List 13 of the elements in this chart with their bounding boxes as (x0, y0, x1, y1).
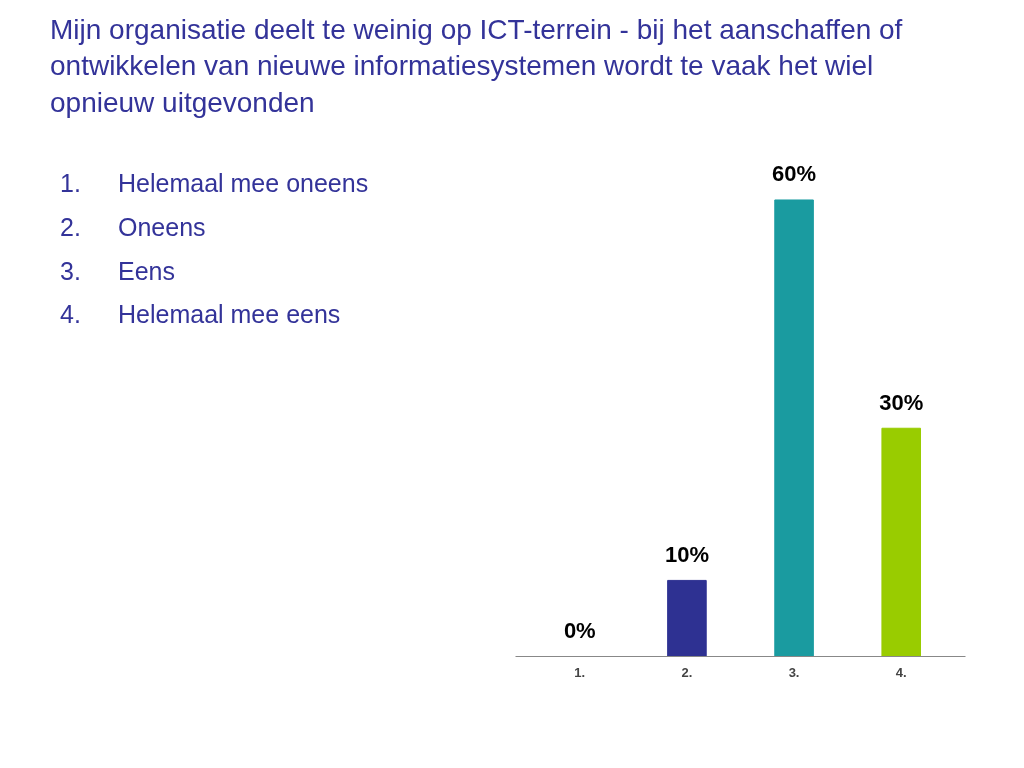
data-label: 30% (879, 389, 924, 415)
data-label: 0% (563, 617, 596, 643)
x-tick-label: 4. (895, 664, 907, 680)
text: 2. Oneens (60, 212, 206, 241)
text: 4. Helemaal mee eens (60, 300, 341, 329)
text: 3. Eens (60, 256, 175, 285)
x-tick-label: 2. (681, 664, 693, 680)
x-tick-label: 3. (788, 664, 800, 680)
chart-title: Mijn organisatie deelt te weinig op ICT-terrein - bij het aanschaffen of ontwikkelen van nieuwe informatiesystemen wordt te vaak het wiel opnieuw uitgevonden (50, 13, 904, 120)
data-label: 10% (664, 541, 709, 567)
data-label: 60% (772, 161, 817, 187)
x-tick-label: 1. (574, 664, 586, 680)
text: 1. Helemaal mee oneens (60, 169, 369, 198)
